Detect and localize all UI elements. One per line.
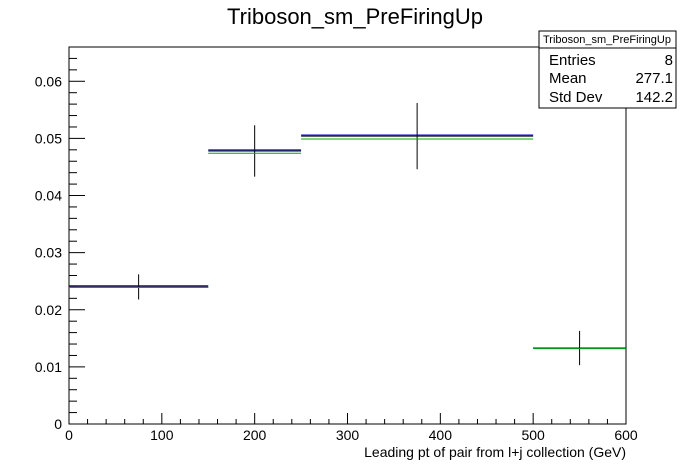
y-tick-label: 0.02 — [35, 302, 62, 318]
y-tick-label: 0.04 — [35, 188, 62, 204]
x-axis: 0 100 200 300 400 500 600 — [65, 413, 638, 443]
x-tick-label: 200 — [243, 427, 267, 443]
stats-mean-value: 277.1 — [635, 70, 673, 87]
y-tick-label: 0.03 — [35, 245, 62, 261]
stats-box-title: Triboson_sm_PreFiringUp — [543, 34, 671, 46]
y-tick-label: 0 — [54, 416, 62, 432]
x-tick-label: 100 — [150, 427, 174, 443]
stats-stddev-label: Std Dev — [549, 89, 603, 106]
stats-stddev-value: 142.2 — [635, 89, 673, 106]
chart-title: Triboson_sm_PreFiringUp — [227, 4, 483, 29]
y-tick-label: 0.06 — [35, 73, 62, 89]
series-layer — [69, 102, 626, 366]
stats-box-frame — [538, 30, 677, 109]
x-tick-label: 300 — [336, 427, 360, 443]
stats-entries-label: Entries — [549, 52, 596, 69]
stats-entries-value: 8 — [665, 52, 673, 69]
x-tick-label: 500 — [521, 427, 545, 443]
y-tick-label: 0.05 — [35, 130, 62, 146]
y-axis: 0 0.01 0.02 0.03 0.04 0.05 0.06 — [35, 46, 85, 432]
x-tick-label: 600 — [614, 427, 638, 443]
x-tick-label: 400 — [429, 427, 453, 443]
y-tick-label: 0.01 — [35, 359, 62, 375]
stats-box: Triboson_sm_PreFiringUp Entries 8 Mean 2… — [538, 30, 677, 109]
stats-mean-label: Mean — [549, 70, 587, 87]
x-axis-label: Leading pt of pair from l+j collection (… — [364, 444, 626, 460]
x-tick-label: 0 — [65, 427, 73, 443]
